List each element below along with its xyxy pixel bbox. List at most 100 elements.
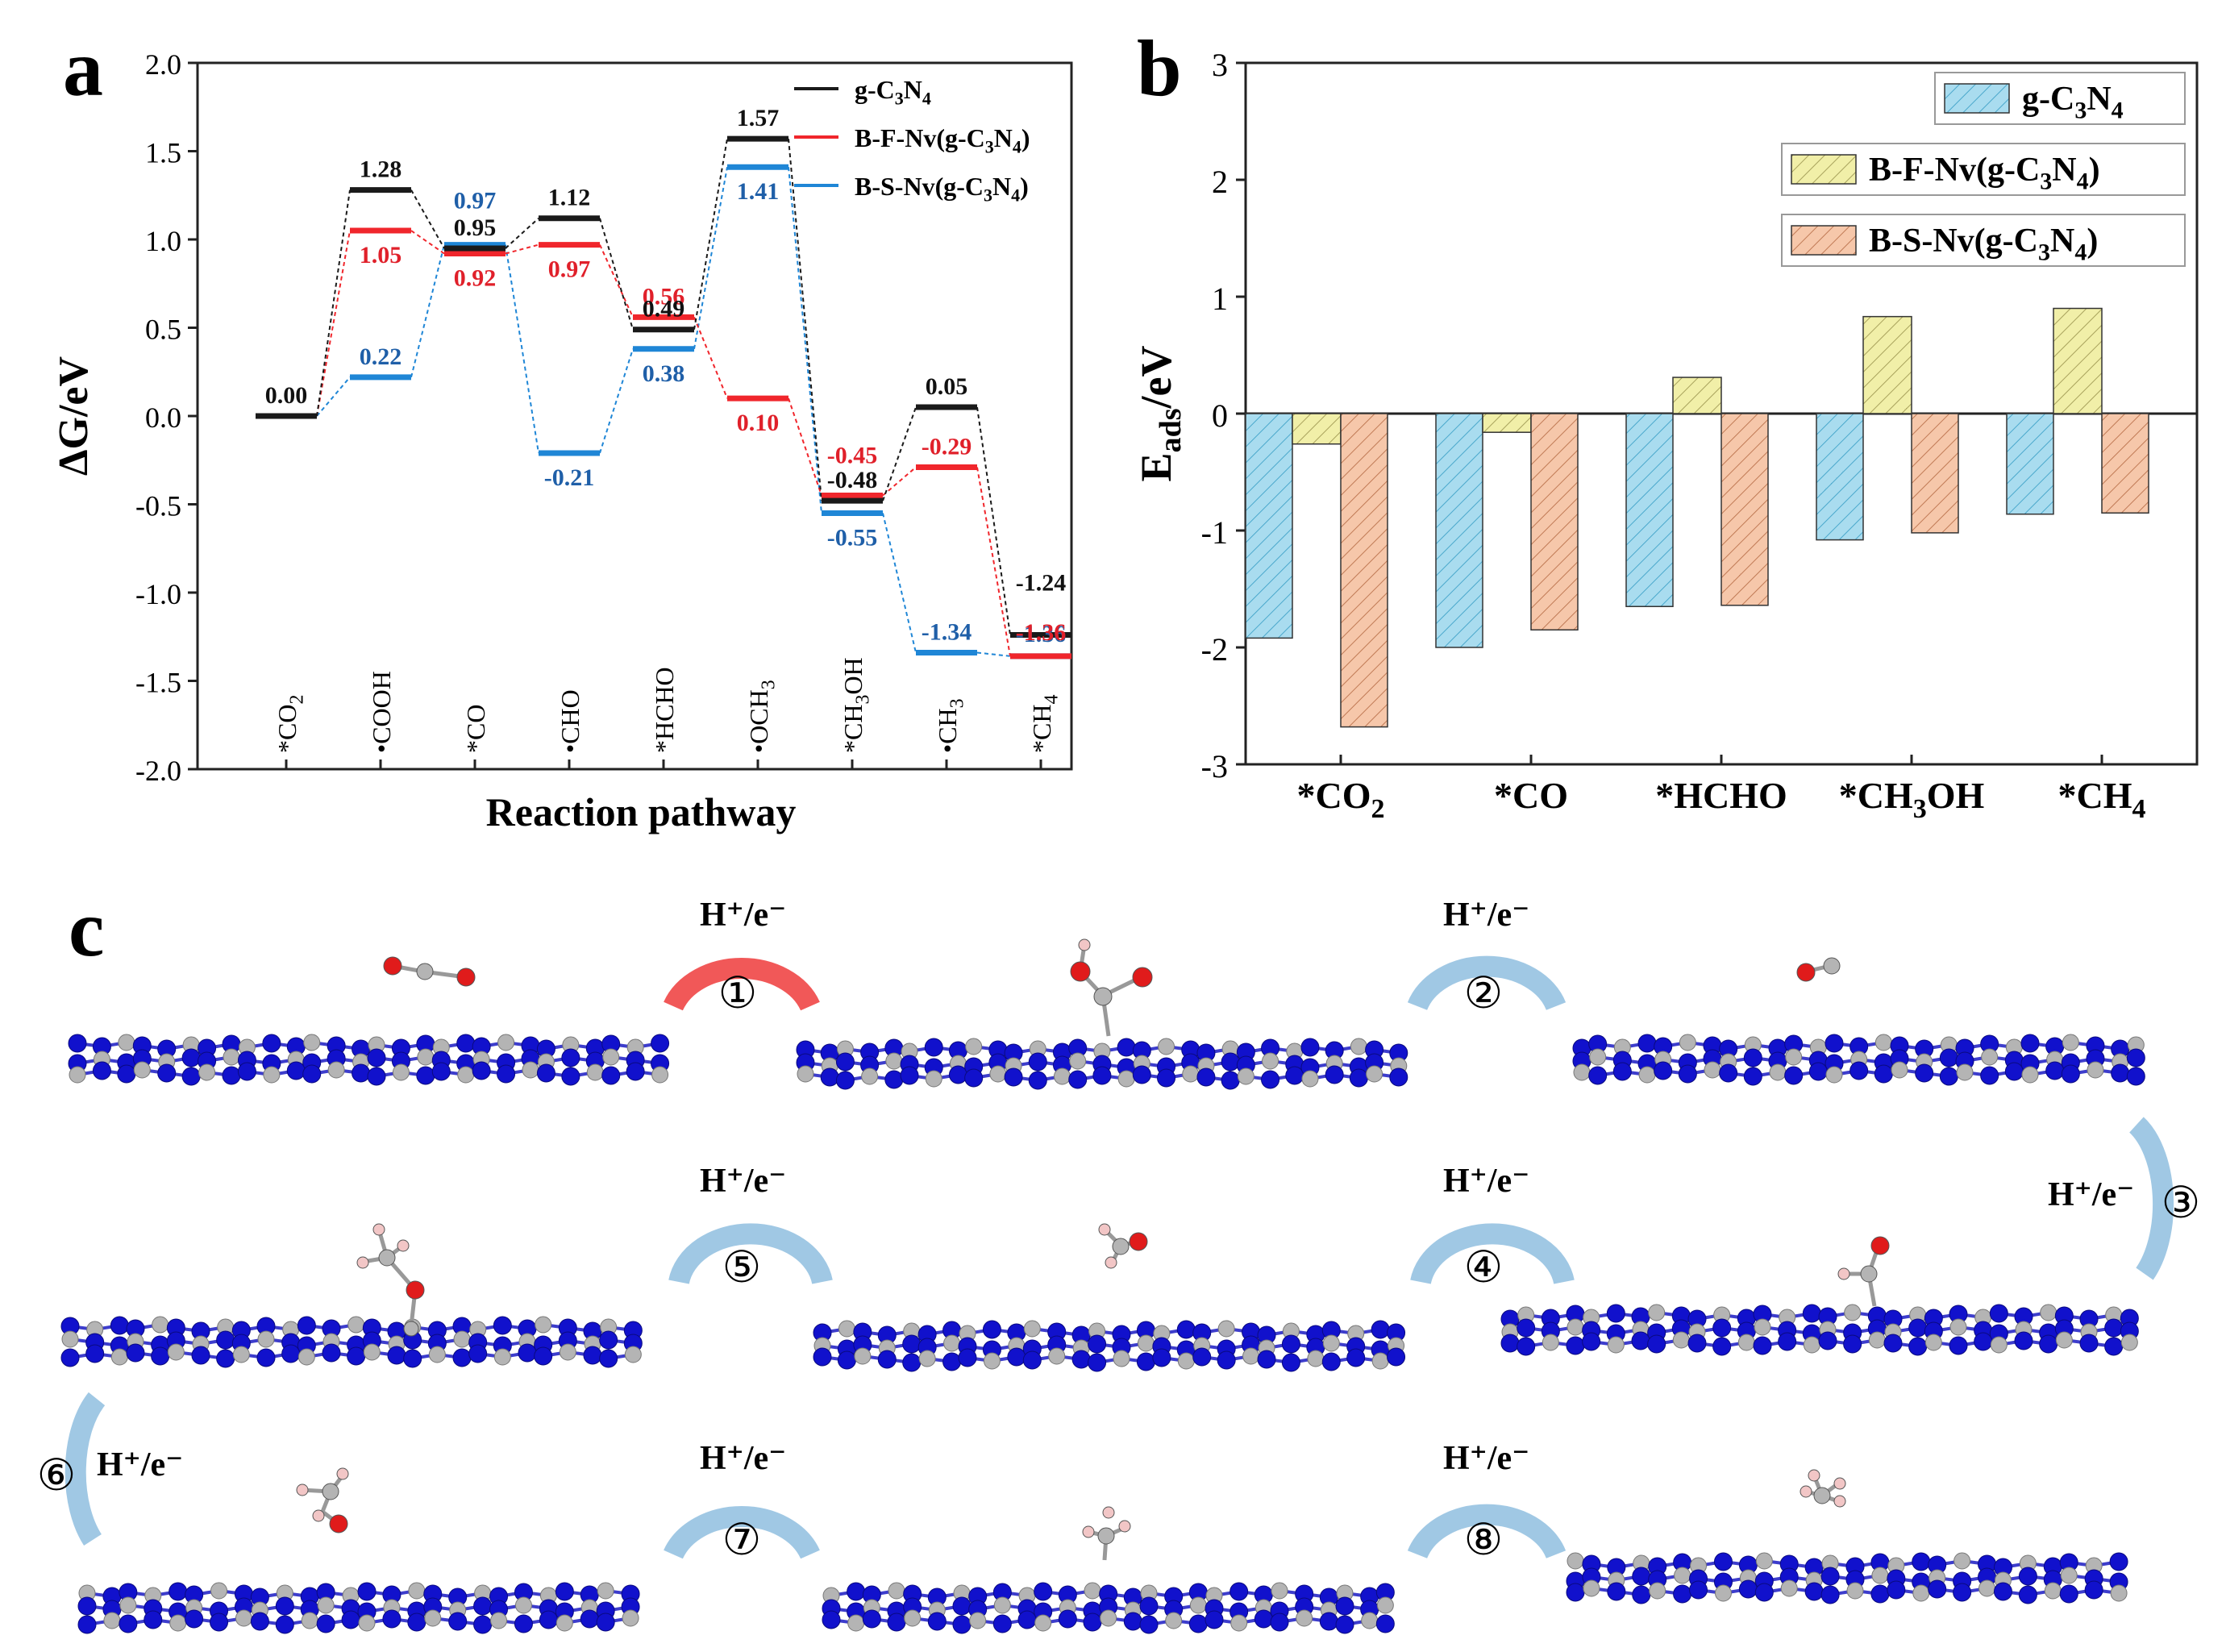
nitrogen-atom (651, 1034, 670, 1053)
carbon-atom (1780, 1579, 1798, 1597)
nitrogen-atom (1028, 1052, 1047, 1072)
panel-a-xtick-label: •COOH (367, 671, 396, 753)
nitrogen-atom (877, 1350, 897, 1369)
nitrogen-atom (539, 1610, 558, 1629)
nitrogen-atom (1221, 1052, 1240, 1072)
carbon-atom (1981, 1048, 1999, 1066)
carbon-atom (1607, 1336, 1625, 1354)
nitrogen-atom (1754, 1583, 1774, 1602)
carbon-atom (1182, 1065, 1200, 1083)
nitrogen-atom (1188, 1614, 1208, 1633)
carbon-atom (854, 1347, 872, 1365)
step-arrow-body (664, 958, 820, 1011)
hydrogen-atom (372, 1223, 385, 1236)
panel-a-ytick-label: 2.0 (145, 48, 181, 81)
nitrogen-atom (1300, 1038, 1320, 1057)
nitrogen-atom (2018, 1585, 2037, 1604)
nitrogen-atom (60, 1348, 80, 1367)
carbon-atom (1371, 1352, 1389, 1370)
reaction-step-arrow (1407, 1504, 1567, 1559)
nitrogen-atom (1808, 1062, 1828, 1081)
carbon-atom (943, 1334, 961, 1352)
panel-a-ytick-label: 1.5 (145, 137, 181, 169)
panel-a-xtick-label: *CO (461, 705, 490, 753)
carbon-atom (1672, 1331, 1690, 1349)
nitrogen-atom (297, 1316, 316, 1335)
panel-a-value-label: -0.45 (827, 443, 878, 469)
panel-b-y-axis: -3 -2 -1 0 1 2 3 (1201, 47, 1246, 784)
nitrogen-atom (1804, 1582, 1824, 1601)
nitrogen-atom (1349, 1068, 1368, 1088)
carbon-atom (1113, 1350, 1130, 1367)
nitrogen-atom (1818, 1331, 1837, 1350)
nitrogen-atom (119, 1614, 138, 1633)
step-number: ② (1464, 969, 1503, 1017)
nitrogen-atom (1883, 1334, 1903, 1353)
panel-b-legend-swatch (1944, 83, 2010, 114)
nitrogen-atom (2061, 1064, 2080, 1084)
nitrogen-atom (1196, 1067, 1216, 1087)
nitrogen-atom (275, 1615, 294, 1634)
hydrogen-atom (1800, 1485, 1812, 1498)
panel-a-connector (505, 244, 539, 454)
nitrogen-atom (514, 1614, 533, 1633)
nitrogen-atom (1824, 1034, 1844, 1053)
carbon-atom (1217, 1320, 1235, 1338)
nitrogen-atom (555, 1582, 574, 1601)
carbon-atom (416, 963, 434, 980)
nitrogen-atom (144, 1610, 163, 1629)
panel-a-value-label: 0.38 (643, 360, 685, 387)
hydrogen-atom (336, 1467, 349, 1480)
nitrogen-atom (1713, 1552, 1733, 1571)
nitrogen-atom (2126, 1048, 2145, 1067)
carbon-atom (1112, 1238, 1130, 1255)
nitrogen-atom (1034, 1582, 1053, 1601)
carbon-atom (622, 1609, 639, 1627)
hydrogen-atom (312, 1509, 325, 1522)
panel-a-connector (599, 244, 634, 318)
panel-b-bar (1911, 413, 1959, 534)
carbon-atom (1084, 1582, 1101, 1600)
carbon-atom (1366, 1065, 1383, 1083)
nitrogen-atom (1176, 1320, 1196, 1339)
nitrogen-atom (1631, 1331, 1650, 1350)
carbon-atom (1376, 1596, 1394, 1614)
panel-b-xtick-label: *CO (1494, 775, 1568, 816)
catalyst-slab (813, 1320, 1406, 1372)
nitrogen-atom (948, 1065, 967, 1084)
carbon-atom (1755, 1552, 1773, 1570)
nitrogen-atom (1083, 1612, 1102, 1632)
nitrogen-atom (256, 1348, 276, 1367)
nitrogen-atom (1068, 1070, 1088, 1089)
nitrogen-atom (1221, 1071, 1240, 1090)
nitrogen-atom (416, 1066, 435, 1085)
carbon-atom (1924, 1334, 1942, 1351)
nitrogen-atom (357, 1582, 377, 1601)
nitrogen-atom (497, 1064, 516, 1084)
panel-a-frame (196, 61, 1073, 771)
panel-b-bar (1435, 413, 1483, 648)
panel-a-connector (976, 406, 1011, 635)
nitrogen-atom (837, 1350, 856, 1370)
nitrogen-atom (599, 1330, 618, 1350)
step-number: ⑤ (722, 1243, 761, 1292)
panel-b-ytick-label: 2 (1212, 164, 1228, 200)
carbon-atom (522, 1061, 539, 1079)
nitrogen-atom (1612, 1062, 1632, 1081)
panel-a-value-label: 0.97 (454, 188, 497, 214)
panel-b-xtick-label: *CO2​ (1297, 775, 1385, 824)
nitrogen-atom (157, 1063, 177, 1083)
nitrogen-atom (2018, 1567, 2037, 1586)
carbon-atom (1048, 1347, 1066, 1365)
nitrogen-atom (1139, 1615, 1159, 1634)
nitrogen-atom (835, 1071, 855, 1090)
nitrogen-atom (2126, 1067, 2145, 1086)
carbon-atom (514, 1596, 532, 1614)
nitrogen-atom (1205, 1610, 1224, 1629)
nitrogen-atom (1915, 1063, 1934, 1083)
carbon-atom (838, 1320, 855, 1338)
panel-a-value-label: 1.41 (737, 178, 780, 205)
carbon-atom (61, 1330, 79, 1348)
panel-b-ytick-label: -3 (1201, 748, 1228, 784)
panel-b-bar (1862, 315, 1912, 414)
